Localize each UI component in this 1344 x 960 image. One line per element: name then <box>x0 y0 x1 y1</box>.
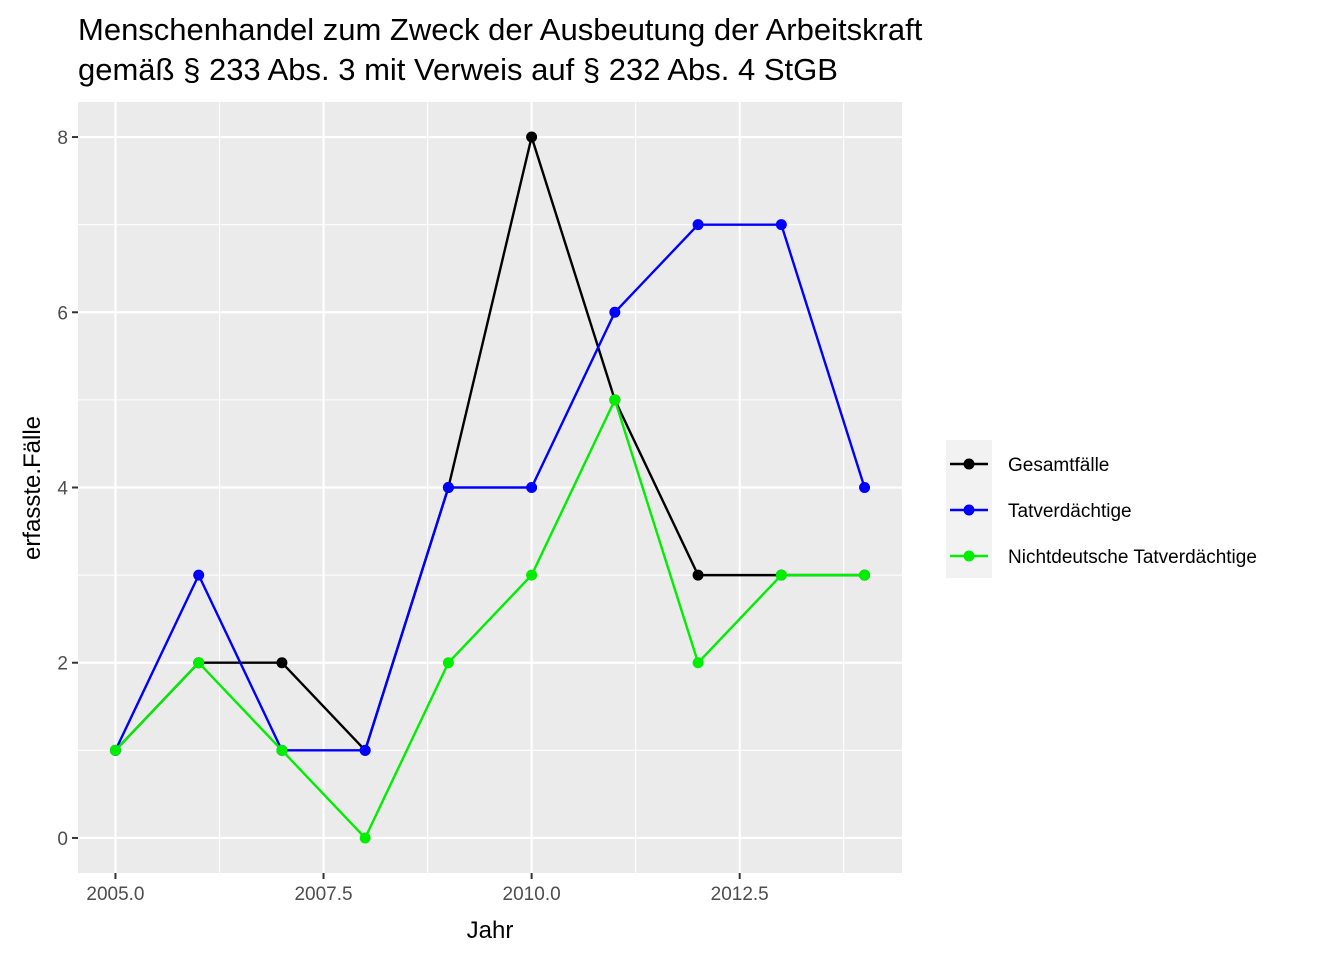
y-tick-label: 4 <box>57 479 68 500</box>
data-point-series-3 <box>609 394 621 406</box>
data-point-series-2 <box>359 744 371 756</box>
data-point-series-2 <box>859 482 871 493</box>
data-point-series-3 <box>775 569 787 581</box>
data-point-series-2 <box>442 482 454 493</box>
chart-title-line2: gemäß § 233 Abs. 3 mit Verweis auf § 232… <box>78 52 838 87</box>
data-point-series-2 <box>609 306 621 318</box>
data-point-series-3 <box>526 569 538 581</box>
legend-label-3: Nichtdeutsche Tatverdächtige <box>1008 547 1257 568</box>
data-point-series-3 <box>109 744 121 756</box>
data-point-series-2 <box>692 219 704 231</box>
data-point-series-3 <box>692 657 704 669</box>
series-line-3 <box>114 398 865 840</box>
data-point-series-1 <box>692 569 704 581</box>
x-tick-label: 2012.5 <box>711 884 769 905</box>
y-tick-label: 0 <box>57 829 68 850</box>
series-layer <box>109 131 871 844</box>
legend-label-2: Tatverdächtige <box>1008 501 1132 522</box>
y-tick-label: 6 <box>57 303 68 324</box>
data-point-series-3 <box>442 657 454 669</box>
x-axis-title: Jahr <box>467 917 514 944</box>
y-axis-title: erfasste.Fälle <box>19 416 46 560</box>
legend-marker-2 <box>963 504 975 516</box>
series-line-2 <box>114 223 866 752</box>
data-point-series-2 <box>526 482 538 493</box>
legend-label-1: Gesamtfälle <box>1008 455 1109 476</box>
y-tick-label: 8 <box>57 128 68 149</box>
axis-ticks: 2005.0 2007.5 2010.0 2012.5 0 2 4 6 8 <box>57 128 768 905</box>
legend: Gesamtfälle Tatverdächtige Nichtdeutsche T… <box>946 440 1257 578</box>
legend-marker-3 <box>963 550 975 562</box>
data-point-series-1 <box>276 657 288 669</box>
data-point-series-3 <box>859 569 871 581</box>
y-tick-label: 2 <box>57 654 68 675</box>
data-point-series-3 <box>276 744 288 756</box>
data-point-series-2 <box>775 219 787 231</box>
data-point-series-3 <box>359 832 371 844</box>
legend-marker-1 <box>963 458 975 470</box>
data-point-series-3 <box>193 657 205 669</box>
x-tick-label: 2010.0 <box>503 884 561 905</box>
x-tick-label: 2005.0 <box>86 884 144 905</box>
data-point-series-1 <box>526 131 538 143</box>
chart-title-line1: Menschenhandel zum Zweck der Ausbeutung … <box>78 12 923 47</box>
x-tick-label: 2007.5 <box>294 884 352 905</box>
data-point-series-2 <box>193 569 205 581</box>
